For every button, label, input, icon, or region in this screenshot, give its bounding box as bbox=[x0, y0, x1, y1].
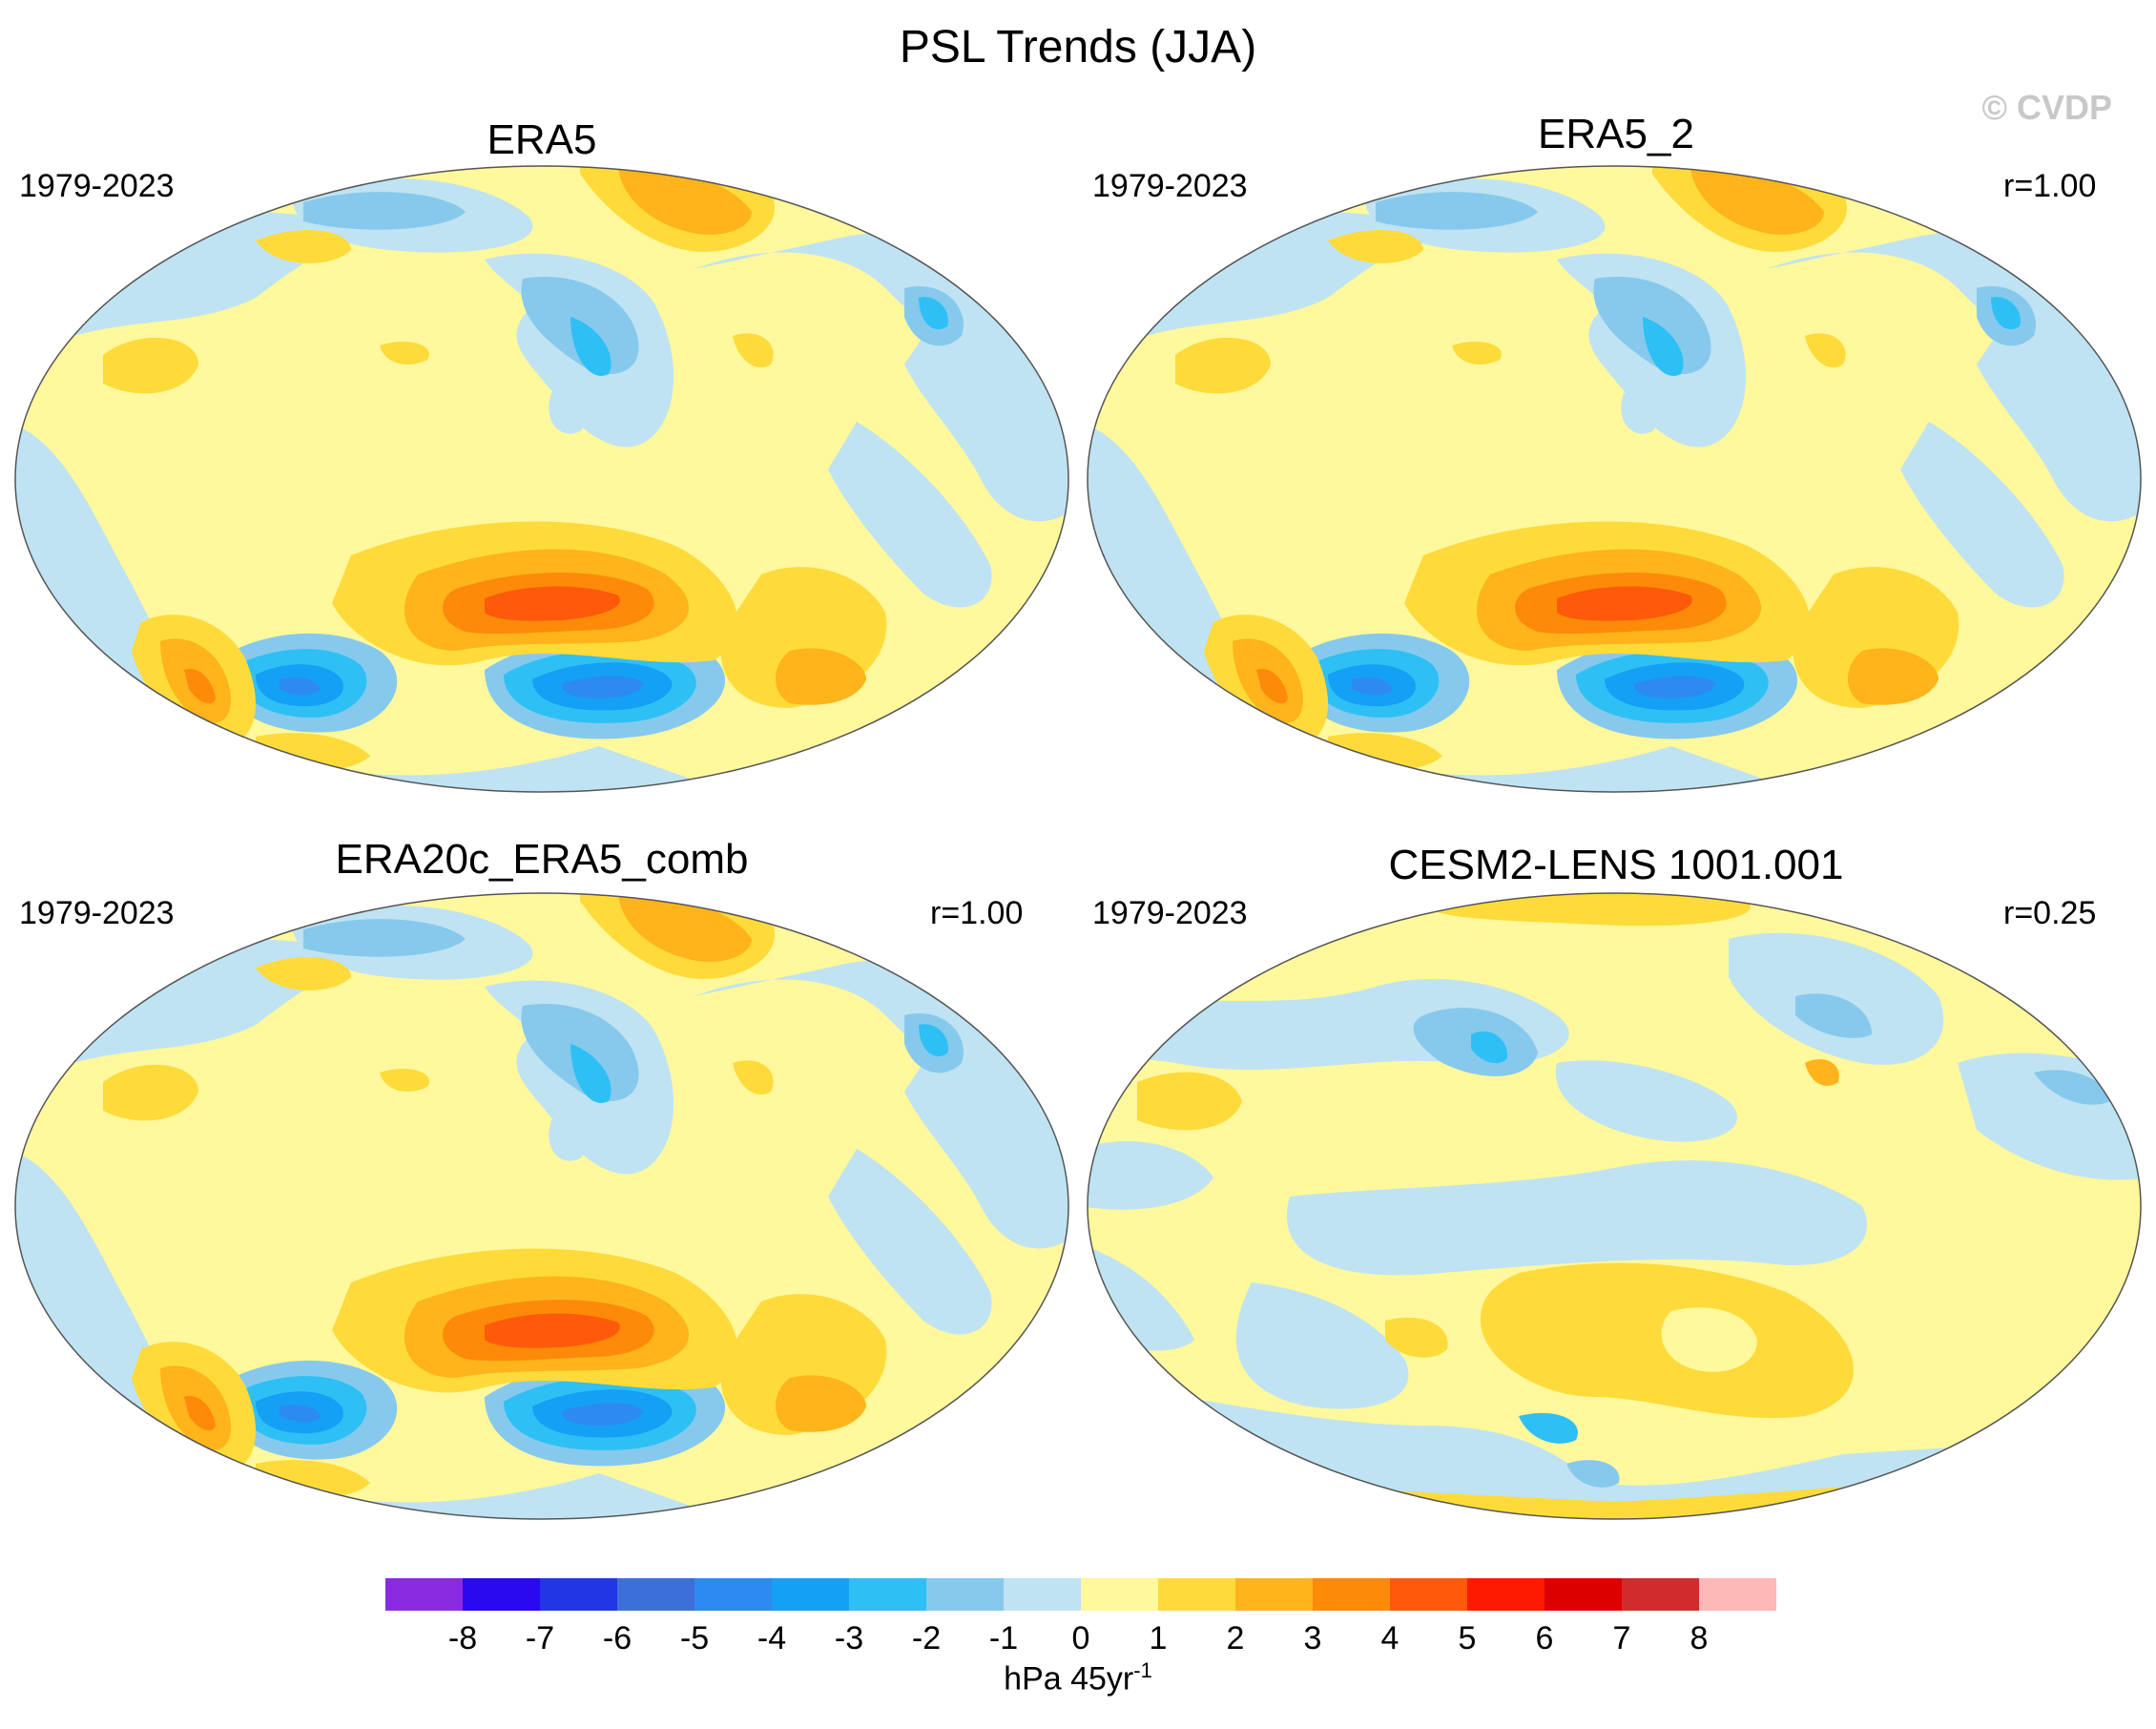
colorbar-tick-label: -7 bbox=[526, 1620, 554, 1656]
colorbar-swatch bbox=[1313, 1578, 1390, 1611]
colorbar-swatch bbox=[849, 1578, 926, 1611]
colorbar-tick-label: 4 bbox=[1381, 1620, 1399, 1656]
colorbar-tick-label: -1 bbox=[989, 1620, 1018, 1656]
colorbar-units-main: hPa 45yr bbox=[1004, 1660, 1134, 1698]
colorbar-tick-label: -5 bbox=[680, 1620, 709, 1656]
colorbar-tick-label: 8 bbox=[1690, 1620, 1709, 1656]
panel-title-era20c: ERA20c_ERA5_comb bbox=[335, 836, 749, 883]
colorbar-swatch bbox=[385, 1578, 463, 1611]
correlation-label-cesm2: r=0.25 bbox=[2003, 895, 2097, 931]
period-label-era5: 1979-2023 bbox=[19, 168, 175, 204]
map-panel-era5 bbox=[14, 165, 1069, 793]
colorbar-tick-label: -8 bbox=[448, 1620, 477, 1656]
colorbar-tick-label: -2 bbox=[912, 1620, 941, 1656]
colorbar-swatch bbox=[1467, 1578, 1544, 1611]
colorbar-swatch bbox=[1235, 1578, 1313, 1611]
colorbar-tick-label: -6 bbox=[603, 1620, 632, 1656]
colorbar-units-sup: -1 bbox=[1133, 1658, 1152, 1682]
correlation-label-era20c: r=1.00 bbox=[930, 895, 1024, 931]
colorbar-tick-label: 1 bbox=[1150, 1620, 1168, 1656]
colorbar-units: hPa 45yr-1 bbox=[0, 1658, 2156, 1698]
colorbar-tick-label: -3 bbox=[835, 1620, 863, 1656]
copyright-label: © CVDP bbox=[1981, 88, 2112, 127]
colorbar-tick-label: 0 bbox=[1072, 1620, 1090, 1656]
map-panel-era5-2 bbox=[1087, 165, 2142, 793]
colorbar-swatch bbox=[1699, 1578, 1776, 1611]
colorbar-swatch bbox=[1544, 1578, 1622, 1611]
colorbar-swatch bbox=[1390, 1578, 1467, 1611]
colorbar-swatch bbox=[540, 1578, 617, 1611]
panel-title-era5: ERA5 bbox=[487, 116, 597, 163]
colorbar-swatch bbox=[926, 1578, 1004, 1611]
colorbar-tick-label: 2 bbox=[1227, 1620, 1245, 1656]
period-label-era5-2: 1979-2023 bbox=[1092, 168, 1248, 204]
map-panel-cesm2 bbox=[1087, 892, 2142, 1520]
colorbar-swatch bbox=[772, 1578, 849, 1611]
figure-title: PSL Trends (JJA) bbox=[899, 22, 1257, 73]
colorbar-tick-label: 5 bbox=[1459, 1620, 1477, 1656]
colorbar-tick-label: -4 bbox=[757, 1620, 786, 1656]
colorbar: -8 -7 -6 -5 -4 -3 -2 -1 0 1 2 3 4 5 6 7 8 bbox=[385, 1578, 1776, 1656]
colorbar-swatch bbox=[1622, 1578, 1699, 1611]
correlation-label-era5-2: r=1.00 bbox=[2003, 168, 2097, 204]
colorbar-swatch bbox=[1004, 1578, 1081, 1611]
colorbar-swatch bbox=[1158, 1578, 1235, 1611]
period-label-cesm2: 1979-2023 bbox=[1092, 895, 1248, 931]
panel-title-era5-2: ERA5_2 bbox=[1538, 111, 1694, 157]
map-panel-era20c bbox=[14, 892, 1069, 1520]
colorbar-tick-label: 3 bbox=[1304, 1620, 1322, 1656]
colorbar-tick-label: 7 bbox=[1613, 1620, 1631, 1656]
colorbar-swatch bbox=[463, 1578, 540, 1611]
colorbar-tick-label: 6 bbox=[1536, 1620, 1554, 1656]
period-label-era20c: 1979-2023 bbox=[19, 895, 175, 931]
colorbar-swatch bbox=[1081, 1578, 1158, 1611]
colorbar-swatch bbox=[694, 1578, 772, 1611]
colorbar-swatch bbox=[617, 1578, 694, 1611]
panel-title-cesm2: CESM2-LENS 1001.001 bbox=[1388, 842, 1844, 888]
